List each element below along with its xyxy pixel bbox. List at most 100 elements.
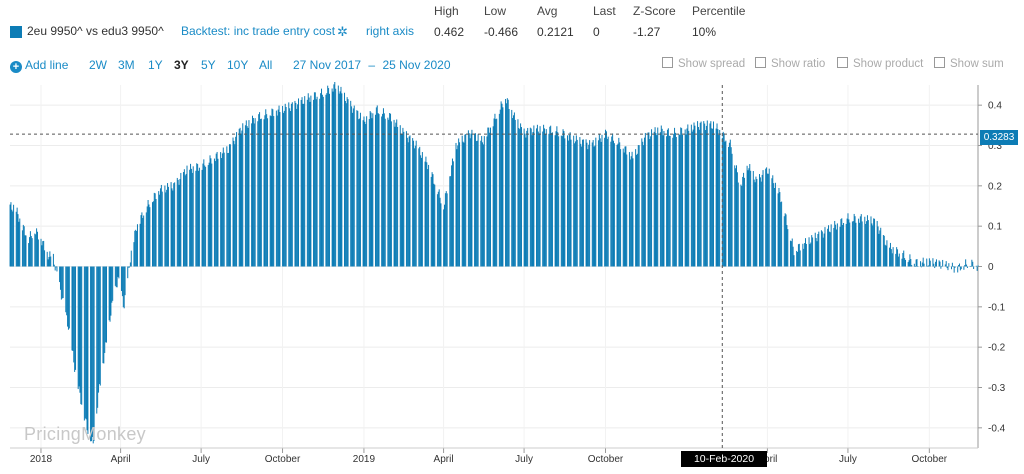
series-name[interactable]: 2eu 9950^ vs edu3 9950^ xyxy=(27,24,164,38)
bar xyxy=(446,193,448,267)
bar xyxy=(719,129,721,267)
bar xyxy=(589,140,591,267)
bar xyxy=(773,183,775,267)
bar xyxy=(432,174,434,267)
bar xyxy=(321,88,323,267)
bar xyxy=(436,194,438,267)
gear-icon[interactable]: ✲ xyxy=(337,24,348,39)
bar xyxy=(574,141,576,267)
bar xyxy=(124,266,126,296)
bar xyxy=(909,254,911,267)
bar xyxy=(12,211,14,267)
bar xyxy=(105,266,107,343)
bar xyxy=(662,135,664,267)
bar xyxy=(600,141,602,267)
right-axis-link[interactable]: right axis xyxy=(366,24,415,38)
range-all[interactable]: All xyxy=(259,58,273,72)
bar xyxy=(259,112,261,267)
bar xyxy=(325,94,327,267)
show-ratio-checkbox[interactable]: Show ratio xyxy=(755,57,825,70)
show-sum-checkbox[interactable]: Show sum xyxy=(934,57,1004,70)
bar xyxy=(439,197,441,267)
range-1y[interactable]: 1Y xyxy=(148,58,163,72)
bar xyxy=(543,128,545,267)
bar xyxy=(784,213,786,267)
show-spread-label: Show spread xyxy=(678,58,746,70)
bar xyxy=(147,200,149,267)
checkbox-box[interactable] xyxy=(662,57,673,68)
bar xyxy=(886,240,888,267)
bar xyxy=(575,135,577,267)
bar xyxy=(688,130,690,267)
range-3m[interactable]: 3M xyxy=(118,58,135,72)
bar xyxy=(513,112,515,267)
stat-value-avg: 0.2121 xyxy=(537,25,574,39)
checkbox-box[interactable] xyxy=(837,57,848,68)
show-spread-checkbox[interactable]: Show spread xyxy=(662,57,745,70)
bar xyxy=(37,239,39,267)
range-2w[interactable]: 2W xyxy=(89,58,107,72)
date-to[interactable]: 25 Nov 2020 xyxy=(382,58,451,72)
bar xyxy=(760,181,762,267)
bar xyxy=(576,139,578,267)
bar xyxy=(762,170,764,267)
bar xyxy=(594,145,596,267)
bar xyxy=(972,261,974,267)
bar xyxy=(870,216,872,267)
bar xyxy=(335,88,337,267)
bar xyxy=(517,119,519,267)
bar xyxy=(945,261,947,267)
bar xyxy=(371,118,373,267)
bar xyxy=(430,176,432,267)
date-range[interactable]: 27 Nov 2017 – 25 Nov 2020 xyxy=(293,58,451,72)
bar xyxy=(661,128,663,267)
add-line-button[interactable]: + Add line xyxy=(10,58,68,73)
bar xyxy=(457,145,459,267)
range-3y[interactable]: 3Y xyxy=(174,58,189,72)
bar xyxy=(755,176,757,267)
checkbox-box[interactable] xyxy=(934,57,945,68)
bar xyxy=(933,263,935,267)
bar xyxy=(666,129,668,267)
bar xyxy=(884,244,886,267)
bar xyxy=(72,266,74,351)
bar xyxy=(878,233,880,267)
bar xyxy=(282,105,284,267)
bar xyxy=(797,251,799,267)
bar xyxy=(102,266,104,364)
bar xyxy=(198,170,200,267)
bar xyxy=(25,235,27,267)
range-10y[interactable]: 10Y xyxy=(227,58,249,72)
bar xyxy=(545,129,547,267)
bar xyxy=(499,109,501,267)
bar xyxy=(771,178,773,267)
bar xyxy=(675,136,677,267)
bar xyxy=(530,128,532,267)
show-product-checkbox[interactable]: Show product xyxy=(837,57,923,70)
range-5y[interactable]: 5Y xyxy=(201,58,216,72)
bar xyxy=(644,132,646,267)
bar xyxy=(601,134,603,267)
bar xyxy=(942,259,944,267)
checkbox-box[interactable] xyxy=(755,57,766,68)
bar xyxy=(737,182,739,267)
bar xyxy=(957,266,959,273)
bar xyxy=(184,175,186,267)
bar xyxy=(841,218,843,267)
bar xyxy=(238,128,240,267)
bar xyxy=(111,266,113,303)
backtest-link[interactable]: Backtest: inc trade entry cost xyxy=(181,24,336,38)
bar xyxy=(211,163,213,267)
bar xyxy=(505,98,507,267)
date-from[interactable]: 27 Nov 2017 xyxy=(293,58,362,72)
bar xyxy=(778,187,780,267)
bar xyxy=(117,266,119,277)
bar xyxy=(928,258,930,267)
bar xyxy=(817,234,819,267)
bar xyxy=(277,109,279,267)
bar xyxy=(604,137,606,267)
bar xyxy=(400,133,402,267)
bar xyxy=(595,137,597,267)
bar xyxy=(298,98,300,267)
